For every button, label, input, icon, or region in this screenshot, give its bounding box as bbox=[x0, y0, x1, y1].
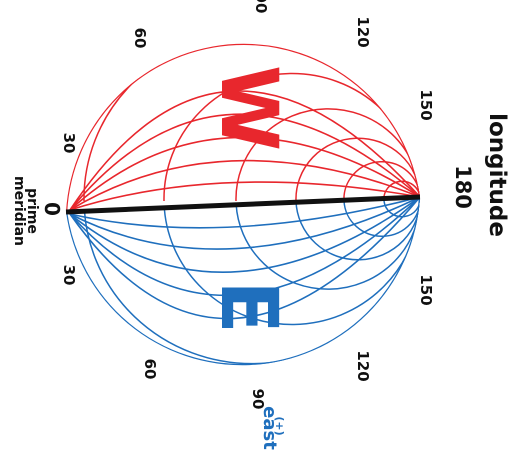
east-hemisphere-letter: E bbox=[203, 280, 293, 333]
east-ring-3 bbox=[235, 197, 420, 290]
west-curve-0 bbox=[69, 181, 420, 211]
east-tick-120: 120 bbox=[354, 350, 372, 381]
antimeridian-value: 180 bbox=[451, 165, 475, 209]
west-tick-150: 150 bbox=[417, 89, 435, 120]
diagram-title: longitude bbox=[484, 113, 510, 237]
east-direction-label: east bbox=[259, 406, 280, 450]
east-ring-2 bbox=[295, 197, 420, 261]
west-tick-120: 120 bbox=[354, 16, 372, 47]
west-tick-30: 30 bbox=[60, 133, 78, 154]
west-curve-3 bbox=[69, 113, 420, 211]
east-sign-label: (+) bbox=[273, 416, 286, 435]
west-hemisphere-letter: W bbox=[203, 65, 293, 151]
west-curve-2 bbox=[69, 136, 420, 211]
prime-to-antimeridian-line bbox=[65, 194, 421, 215]
east-tick-60: 60 bbox=[141, 359, 159, 380]
west-tick-60: 60 bbox=[131, 28, 149, 49]
east-curve-0 bbox=[69, 197, 420, 229]
east-tick-30: 30 bbox=[60, 265, 78, 286]
east-tick-90: 90 bbox=[249, 389, 267, 410]
west-ring-0 bbox=[383, 180, 420, 202]
prime-meridian-value: 0 bbox=[40, 202, 64, 216]
west-curve-1 bbox=[69, 159, 420, 211]
west-tick-90: 90 bbox=[252, 0, 270, 13]
west-curve-4 bbox=[69, 90, 420, 211]
east-ring-4 bbox=[163, 197, 420, 326]
prime-meridian-line2: meridian bbox=[11, 176, 27, 246]
east-ring-1 bbox=[343, 197, 420, 237]
west-ring-1 bbox=[343, 161, 420, 202]
east-curve-1 bbox=[69, 197, 420, 250]
east-curve-3 bbox=[69, 197, 420, 296]
west-ring-2 bbox=[295, 137, 420, 202]
east-curve-2 bbox=[69, 197, 420, 273]
prime-meridian-line1: prime bbox=[24, 188, 40, 234]
west-ring-3 bbox=[235, 108, 420, 202]
east-tick-150: 150 bbox=[417, 274, 435, 305]
east-curve-4 bbox=[69, 197, 420, 320]
